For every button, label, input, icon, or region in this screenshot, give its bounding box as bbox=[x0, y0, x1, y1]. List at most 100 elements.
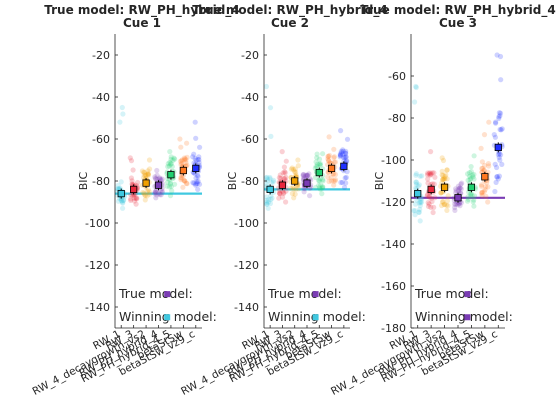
data-point-rw_3 bbox=[283, 174, 289, 180]
data-point-rw_ph_hybrid_4 bbox=[304, 173, 310, 179]
data-point-betastsw bbox=[483, 184, 489, 190]
mean-marker-rw_4_decaygrowth_vs2 bbox=[291, 177, 299, 185]
data-point-rw_ph_hybrid_4 bbox=[457, 185, 463, 191]
data-point-rw_ph_hybrid_4 bbox=[453, 190, 459, 196]
data-point-rw_4_decaygrowth_vs2 bbox=[292, 169, 298, 175]
data-point-rw_4_decaygrowth_vs2 bbox=[140, 189, 146, 195]
data-point-rw_1 bbox=[117, 119, 123, 125]
data-point-rw_ph_hybrid_4_5 bbox=[470, 199, 476, 205]
y-tick-label: -120 bbox=[234, 259, 259, 272]
data-point-betastsw_vz9_c bbox=[344, 169, 350, 175]
data-point-betastsw_vz9_c bbox=[337, 152, 343, 158]
data-point-rw_ph_hybrid_4 bbox=[154, 192, 160, 198]
data-point-rw_ph_hybrid_4 bbox=[152, 175, 158, 181]
data-point-rw_ph_hybrid_4_5 bbox=[168, 161, 174, 167]
data-point-betastsw bbox=[326, 134, 332, 140]
data-point-rw_4_decaygrowth_vs2 bbox=[440, 198, 446, 205]
y-tick-label: -140 bbox=[234, 301, 259, 314]
data-point-betastsw bbox=[331, 146, 337, 152]
data-point-rw_ph_hybrid_4_5 bbox=[167, 159, 173, 165]
data-point-rw_ph_hybrid_4_5 bbox=[164, 183, 170, 189]
data-point-rw_1 bbox=[263, 199, 269, 205]
data-point-betastsw_vz9_c bbox=[343, 154, 349, 160]
data-point-rw_ph_hybrid_4_5 bbox=[465, 198, 471, 204]
data-point-betastsw bbox=[484, 180, 490, 186]
data-point-rw_ph_hybrid_4_5 bbox=[319, 191, 325, 197]
data-point-rw_ph_hybrid_4_5 bbox=[314, 155, 320, 161]
data-point-betastsw bbox=[479, 159, 485, 165]
data-point-rw_4_decaygrowth_vs2 bbox=[440, 177, 446, 183]
data-point-rw_4_decaygrowth_vs2 bbox=[293, 186, 299, 192]
annotation-true-model: True model: bbox=[118, 286, 193, 301]
data-point-rw_1 bbox=[417, 206, 423, 212]
data-point-rw_3 bbox=[424, 193, 430, 199]
data-point-rw_1 bbox=[265, 176, 271, 182]
data-point-betastsw bbox=[486, 119, 492, 125]
data-point-betastsw bbox=[331, 155, 337, 161]
data-point-rw_1 bbox=[267, 176, 273, 182]
y-tick-label: -100 bbox=[85, 217, 110, 230]
data-point-betastsw bbox=[325, 156, 331, 162]
data-point-betastsw_vz9_c bbox=[195, 178, 201, 184]
data-point-rw_1 bbox=[115, 198, 122, 204]
data-point-rw_4_decaygrowth_vs2 bbox=[141, 175, 147, 181]
data-point-betastsw_vz9_c bbox=[493, 119, 499, 125]
data-point-betastsw_vz9_c bbox=[197, 144, 203, 150]
mean-marker-rw_4_decaygrowth_vs2 bbox=[142, 179, 150, 187]
data-point-rw_ph_hybrid_4_5 bbox=[468, 191, 474, 197]
data-point-betastsw bbox=[481, 167, 487, 173]
chart-title: True model: RW_PH_hybrid_4 bbox=[44, 3, 239, 18]
data-point-rw_3 bbox=[134, 196, 140, 202]
data-point-betastsw_vz9_c bbox=[344, 136, 351, 142]
mean-marker-betastsw_vz9_c bbox=[192, 164, 200, 172]
data-point-rw_ph_hybrid_4_5 bbox=[467, 170, 473, 176]
data-point-rw_ph_hybrid_4_5 bbox=[313, 159, 319, 165]
data-point-rw_1 bbox=[413, 171, 419, 177]
y-tick-label: -40 bbox=[92, 91, 110, 104]
data-point-rw_3 bbox=[280, 170, 286, 176]
data-point-betastsw bbox=[179, 175, 185, 181]
data-point-rw_1 bbox=[270, 177, 277, 183]
mean-marker-betastsw bbox=[327, 164, 336, 172]
data-point-rw_ph_hybrid_4_5 bbox=[318, 182, 324, 188]
data-point-rw_ph_hybrid_4 bbox=[157, 175, 163, 181]
data-point-betastsw_vz9_c bbox=[193, 182, 199, 188]
data-point-rw_3 bbox=[281, 189, 287, 196]
data-point-betastsw bbox=[479, 182, 485, 188]
mean-marker-betastsw_vz9_c bbox=[340, 162, 348, 170]
data-point-betastsw_vz9_c bbox=[193, 181, 199, 187]
data-point-betastsw_vz9_c bbox=[496, 114, 502, 120]
data-point-betastsw_vz9_c bbox=[494, 174, 500, 180]
data-point-rw_1 bbox=[266, 196, 272, 202]
y-tick-label: -140 bbox=[381, 238, 406, 251]
data-point-betastsw bbox=[326, 152, 333, 159]
data-point-betastsw bbox=[179, 158, 185, 164]
data-point-betastsw bbox=[326, 158, 332, 164]
data-point-betastsw bbox=[182, 178, 188, 184]
data-point-rw_ph_hybrid_4_5 bbox=[317, 185, 323, 191]
data-point-rw_ph_hybrid_4_5 bbox=[317, 162, 324, 168]
data-point-rw_ph_hybrid_4 bbox=[456, 186, 462, 192]
data-point-rw_ph_hybrid_4 bbox=[158, 192, 164, 198]
data-point-rw_1 bbox=[267, 174, 273, 181]
data-point-betastsw bbox=[479, 189, 485, 195]
data-point-rw_ph_hybrid_4 bbox=[156, 191, 162, 197]
data-point-rw_ph_hybrid_4_5 bbox=[168, 184, 174, 190]
data-point-rw_4_decaygrowth_vs2 bbox=[438, 190, 444, 196]
data-point-betastsw_vz9_c bbox=[342, 175, 348, 181]
data-point-rw_ph_hybrid_4_5 bbox=[164, 179, 171, 185]
data-point-rw_3 bbox=[279, 149, 285, 155]
data-point-rw_ph_hybrid_4 bbox=[456, 188, 462, 194]
y-tick-label: -80 bbox=[92, 175, 110, 188]
data-point-betastsw bbox=[180, 173, 186, 179]
data-point-betastsw bbox=[331, 171, 337, 177]
data-point-rw_1 bbox=[413, 185, 419, 191]
chart-panel-3: -180-160-140-120-100-80-60RW_1RW_3RW_4_d… bbox=[329, 3, 556, 398]
data-point-betastsw_vz9_c bbox=[497, 53, 504, 60]
data-point-rw_1 bbox=[412, 212, 418, 218]
data-point-betastsw_vz9_c bbox=[341, 184, 348, 190]
data-point-rw_3 bbox=[283, 199, 289, 205]
data-point-rw_4_decaygrowth_vs2 bbox=[141, 190, 147, 196]
annotation-true-model: True model: bbox=[267, 286, 342, 301]
data-point-rw_4_decaygrowth_vs2 bbox=[141, 172, 147, 178]
